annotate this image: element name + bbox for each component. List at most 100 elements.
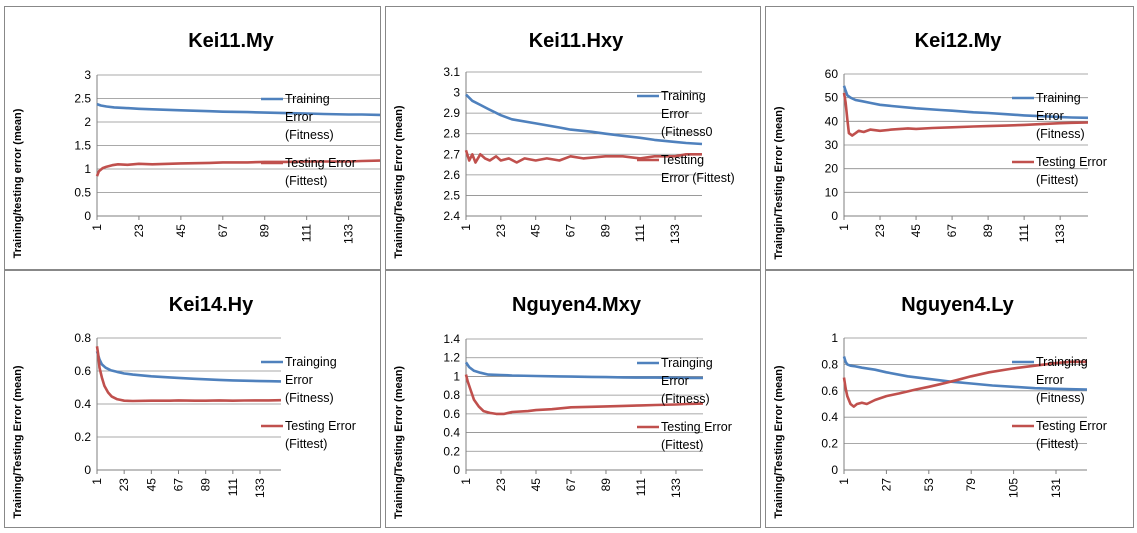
y-tick-label: 0.6 [443,407,460,421]
x-tick-label: 133 [253,478,267,498]
x-tick-label: 23 [494,224,508,238]
legend-label: (Fittest) [285,437,327,451]
y-tick-label: 3 [453,86,460,100]
chart-panel-5: Nguyen4.Mxy 0 0.2 0.4 0.6 0.8 1 1.2 1.4 1 23 45 67 89… [385,270,761,528]
x-tick-label: 133 [342,224,356,244]
x-tick-label: 67 [216,224,230,238]
x-tick-label: 111 [300,224,314,243]
chart-svg: Kei11.My 0 0.5 1 1.5 2 2.5 3 1 23 45 67 89 111 133 Trai… [12,30,380,258]
legend-label: Testting [661,153,704,167]
legend-label: Error [661,107,689,121]
legend-label: Testing Error [1036,419,1107,433]
chart-panel-2: Kei11.Hxy 2.4 2.5 2.6 2.7 2.8 2.9 3 3.1 1 23 45 67 89… [385,6,761,270]
legend-label: (Fitness0 [661,125,712,139]
y-tick-label: 0.4 [74,397,91,411]
chart-svg: Kei12.My 0 10 20 30 40 50 60 1 23 45 67 89 111 133 Trai… [773,30,1107,260]
y-tick-label: 10 [825,185,839,199]
legend-label: Trainging [1036,355,1088,369]
x-tick-label: 89 [981,224,995,238]
y-tick-label: 0 [831,209,838,223]
x-tick-label: 79 [964,478,978,492]
testing-error-line [464,374,704,416]
y-tick-label: 0 [84,209,91,223]
x-tick-label: 89 [199,478,213,492]
training-error-line [464,361,704,380]
y-tick-label: 0.2 [821,437,838,451]
x-tick-label: 111 [226,478,240,497]
legend-label: Testing Error [285,156,356,170]
y-tick-label: 2.7 [443,147,460,161]
y-tick-label: 0.2 [74,430,91,444]
y-tick-label: 0.8 [443,388,460,402]
y-tick-label: 0 [84,463,91,477]
y-tick-label: 30 [825,138,839,152]
chart-title: Nguyen4.Ly [901,294,1014,316]
legend-label: Trainging [661,356,713,370]
x-tick-label: 45 [909,224,923,238]
x-tick-label: 111 [633,224,647,243]
x-tick-label: 133 [1053,224,1067,244]
y-axis-label: Training/Testing Error (mean) [773,365,785,519]
x-tick-label: 45 [144,478,158,492]
chart-panel-6: Nguyen4.Ly 0 0.2 0.4 0.6 0.8 1 1 27 53 79 105 131 Tra… [765,270,1134,528]
x-tick-label: 89 [258,224,272,238]
y-tick-label: 1.5 [74,139,91,153]
legend-label: (Fittest) [661,438,703,452]
legend-label: Error [285,110,313,124]
y-tick-label: 1.2 [443,351,460,365]
training-error-line [465,93,703,146]
y-tick-label: 0 [831,463,838,477]
x-tick-label: 53 [922,478,936,492]
y-axis-label: Training/testing error (mean) [12,108,24,258]
chart-title: Kei12.My [915,30,1003,52]
y-tick-label: 0.5 [74,186,91,200]
y-tick-label: 40 [825,114,839,128]
chart-title: Kei11.Hxy [529,30,624,52]
legend-label: (Fitness) [1036,127,1085,141]
x-tick-label: 45 [529,224,543,238]
y-tick-label: 0.4 [443,426,460,440]
y-tick-label: 1.4 [443,332,460,346]
y-axis-label: Training/Testing Error (mean) [393,366,405,520]
y-tick-label: 0.8 [74,331,91,345]
legend-label: Training [661,89,706,103]
testing-error-line [95,346,282,403]
y-tick-label: 2 [84,115,91,129]
x-tick-label: 1 [837,478,851,485]
x-tick-label: 67 [945,224,959,238]
x-tick-label: 133 [669,478,683,498]
x-tick-label: 131 [1049,478,1063,498]
x-tick-label: 1 [459,224,473,231]
y-tick-label: 2.8 [443,127,460,141]
training-error-line [95,350,282,383]
x-tick-label: 45 [529,478,543,492]
training-error-line [842,356,1088,391]
chart-svg: Nguyen4.Ly 0 0.2 0.4 0.6 0.8 1 1 27 53 79 105 131 Tra… [773,294,1107,519]
y-tick-label: 2.5 [74,92,91,106]
training-error-line [842,85,1089,120]
y-tick-label: 3.1 [443,65,460,79]
x-tick-label: 105 [1007,478,1021,498]
y-tick-label: 2.9 [443,106,460,120]
chart-svg: Nguyen4.Mxy 0 0.2 0.4 0.6 0.8 1 1.2 1.4 1 23 45 67 89… [393,294,732,520]
x-tick-label: 89 [598,224,612,238]
y-tick-label: 0.6 [821,384,838,398]
legend-label: Testing Error [1036,155,1107,169]
x-tick-label: 133 [668,224,682,244]
x-tick-label: 1 [837,224,851,231]
legend-label: Testing Error [285,419,356,433]
legend-label: (Fitness) [661,392,710,406]
x-tick-label: 45 [174,224,188,238]
y-tick-label: 2.6 [443,168,460,182]
legend-label: Error [285,373,313,387]
x-tick-label: 23 [494,478,508,492]
chart-title: Nguyen4.Mxy [512,294,642,316]
legend-label: Error [1036,373,1064,387]
y-tick-label: 50 [825,91,839,105]
x-tick-label: 23 [873,224,887,238]
x-tick-label: 111 [634,478,648,497]
y-tick-label: 2.4 [443,209,460,223]
y-tick-label: 20 [825,162,839,176]
y-axis-label: Training/Testing Error (mean) [12,365,24,519]
legend-label: (Fitness) [1036,391,1085,405]
